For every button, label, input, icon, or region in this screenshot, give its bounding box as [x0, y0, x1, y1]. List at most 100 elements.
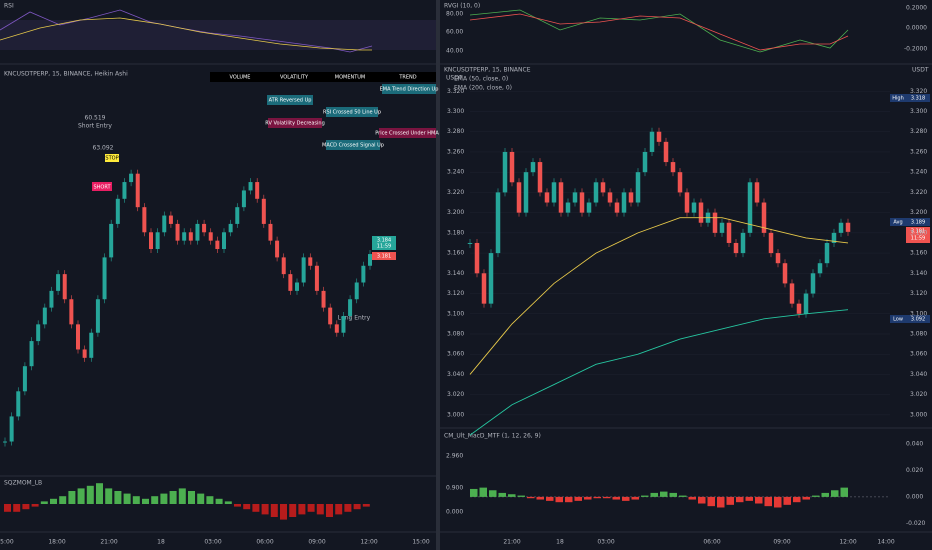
- histogram-bar: [546, 496, 554, 501]
- histogram-bar: [717, 496, 725, 508]
- candle: [782, 263, 788, 284]
- signal: [379, 128, 436, 138]
- histogram-bar: [298, 504, 306, 515]
- histogram-bar: [215, 498, 223, 504]
- time-label: 12:00: [360, 539, 377, 546]
- histogram-bar: [707, 496, 715, 507]
- signal: [326, 140, 380, 150]
- candle: [3, 441, 7, 443]
- candle: [354, 282, 359, 300]
- candle: [328, 307, 333, 325]
- candle: [509, 151, 515, 183]
- candle: [129, 173, 134, 183]
- y-tick-label: 3.300: [447, 108, 464, 115]
- candle: [122, 182, 127, 199]
- histogram-bar: [160, 493, 168, 504]
- y-tick-label: 3.180: [910, 229, 927, 236]
- rsi-line: [0, 9, 373, 53]
- candle: [102, 257, 107, 300]
- histogram-bar: [197, 493, 205, 504]
- histogram-bar: [142, 498, 149, 504]
- candle: [677, 172, 683, 193]
- candle: [288, 274, 293, 291]
- ema-line: [469, 217, 849, 375]
- histogram-bar: [178, 488, 186, 504]
- badge-text: High: [892, 96, 904, 102]
- candle: [334, 324, 339, 333]
- candle: [649, 131, 655, 152]
- candle: [488, 253, 494, 304]
- candle: [82, 349, 87, 358]
- candle: [614, 202, 620, 213]
- axis-label: 0.0000: [906, 25, 927, 32]
- candle: [109, 223, 114, 258]
- histogram-bar: [802, 496, 810, 500]
- candle: [670, 162, 676, 173]
- signal: [326, 107, 378, 117]
- badge: [906, 227, 930, 243]
- candle: [600, 182, 606, 193]
- histogram-bar: [280, 504, 287, 520]
- candle: [502, 151, 508, 193]
- candle: [684, 192, 690, 213]
- candle: [558, 182, 564, 213]
- candle: [235, 207, 240, 224]
- y-tick-label: 3.220: [447, 189, 464, 196]
- candle: [341, 315, 346, 333]
- rsi-ma: [0, 17, 372, 51]
- axis-label: 60.00: [446, 29, 463, 36]
- y-tick-label: 3.220: [910, 189, 927, 196]
- candle: [195, 223, 200, 241]
- pane-label: RSI: [4, 3, 14, 10]
- histogram-bar: [840, 487, 848, 497]
- candle: [29, 341, 34, 367]
- candle: [530, 162, 536, 173]
- badge-text: 3.092: [911, 317, 925, 323]
- candle: [628, 192, 634, 203]
- candle: [565, 202, 571, 213]
- candle: [248, 182, 253, 191]
- histogram-bar: [812, 495, 820, 497]
- candle: [115, 198, 120, 224]
- candle: [228, 223, 233, 233]
- candle: [698, 202, 704, 223]
- candle: [95, 299, 100, 333]
- candle: [49, 290, 54, 308]
- histogram-bar: [68, 491, 76, 504]
- y-tick-label: 3.080: [447, 330, 464, 337]
- histogram-bar: [206, 496, 214, 504]
- badge: [890, 315, 906, 323]
- annotation: Short Entry: [78, 123, 112, 130]
- histogram-bar: [362, 504, 370, 507]
- histogram-bar: [132, 496, 140, 504]
- badge-text: Low: [893, 317, 903, 323]
- candle: [754, 182, 760, 203]
- histogram-bar: [603, 496, 611, 499]
- candle: [42, 307, 47, 325]
- histogram-bar: [40, 501, 48, 504]
- histogram-bar: [489, 490, 497, 497]
- ema-line: [469, 309, 849, 436]
- y-tick-label: 3.020: [447, 391, 464, 398]
- y-tick-label: 3.120: [447, 290, 464, 297]
- candle: [768, 232, 774, 254]
- candle: [572, 192, 578, 203]
- candle: [275, 240, 280, 258]
- candle: [162, 215, 167, 233]
- signal-text: MACD Crossed Signal Up: [322, 143, 384, 149]
- histogram-bar: [151, 496, 159, 504]
- badge-text: 3.181: [377, 254, 391, 260]
- histogram-bar: [96, 483, 103, 504]
- time-label: 15:00: [412, 539, 429, 546]
- axis-label: 2.960: [446, 453, 463, 460]
- y-tick-label: 0.020: [906, 467, 923, 474]
- y-tick-label: 3.160: [447, 250, 464, 257]
- time-label: 18: [157, 539, 165, 546]
- candle: [348, 299, 353, 316]
- candle: [817, 263, 823, 274]
- header: TREND: [398, 75, 416, 81]
- candle: [803, 293, 809, 314]
- histogram-bar: [289, 504, 297, 517]
- candle: [523, 172, 529, 213]
